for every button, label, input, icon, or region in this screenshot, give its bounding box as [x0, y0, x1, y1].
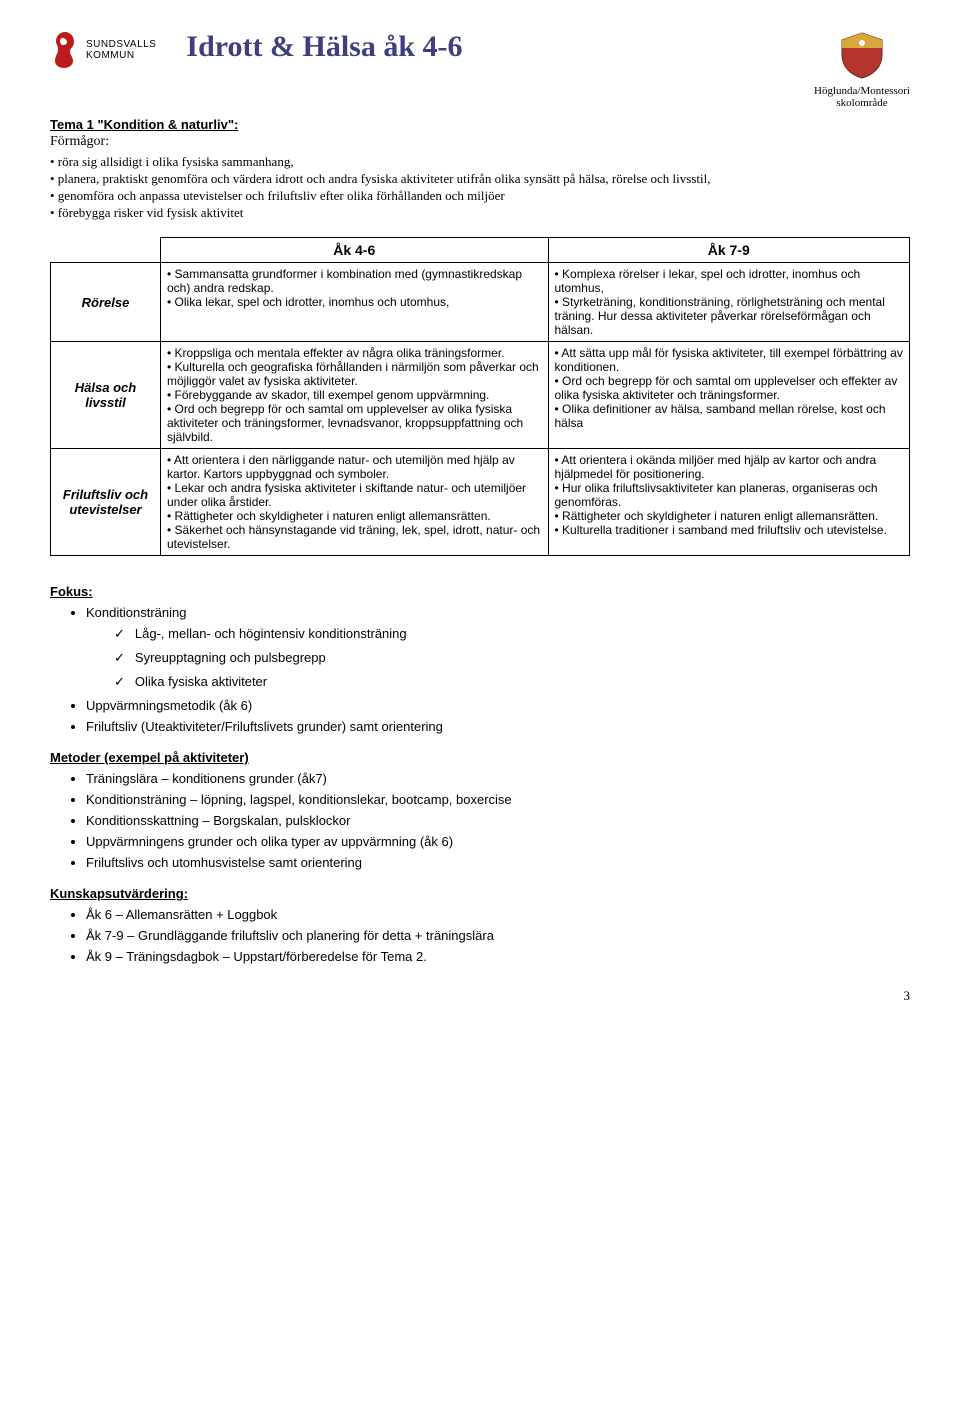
curriculum-table: Åk 4-6 Åk 7-9 Rörelse • Sammansatta grun…	[50, 237, 910, 556]
formagor-label: Förmågor:	[50, 134, 910, 150]
list-item: Åk 6 – Allemansrätten + Loggbok	[86, 907, 910, 922]
page-number: 3	[50, 988, 910, 1004]
right-logo: Höglunda/Montessori skolområde	[814, 30, 910, 109]
cell: • Sammansatta grundformer i kombination …	[161, 263, 549, 342]
list-item: Åk 9 – Träningsdagbok – Uppstart/förbere…	[86, 949, 910, 964]
fokus-sublist: Låg-, mellan- och högintensiv konditions…	[114, 626, 910, 690]
shield-icon	[837, 30, 887, 80]
row-head: Rörelse	[51, 263, 161, 342]
table-row: Hälsa och livsstil • Kroppsliga och ment…	[51, 342, 910, 449]
check-item: Syreupptagning och pulsbegrepp	[114, 650, 910, 666]
cell: • Komplexa rörelser i lekar, spel och id…	[548, 263, 910, 342]
col-head-1: Åk 4-6	[161, 238, 549, 263]
row-head: Hälsa och livsstil	[51, 342, 161, 449]
right-logo-line1: Höglunda/Montessori	[814, 85, 910, 97]
cell: • Att orientera i okända miljöer med hjä…	[548, 449, 910, 556]
cell: • Att sätta upp mål för fysiska aktivite…	[548, 342, 910, 449]
check-item: Olika fysiska aktiviteter	[114, 674, 910, 690]
fokus-title: Fokus:	[50, 584, 910, 599]
kommun-line2: KOMMUN	[86, 50, 156, 61]
page-title: Idrott & Hälsa åk 4-6	[156, 30, 814, 64]
row-head: Friluftsliv och utevistelser	[51, 449, 161, 556]
metoder-list: Träningslära – konditionens grunder (åk7…	[86, 771, 910, 870]
cell: • Kroppsliga och mentala effekter av någ…	[161, 342, 549, 449]
left-logo: SUNDSVALLS KOMMUN	[50, 30, 156, 70]
table-corner	[51, 238, 161, 263]
formagor-item: • planera, praktiskt genomföra och värde…	[50, 171, 910, 187]
table-row: Rörelse • Sammansatta grundformer i komb…	[51, 263, 910, 342]
kunskap-title: Kunskapsutvärdering:	[50, 886, 910, 901]
check-item: Låg-, mellan- och högintensiv konditions…	[114, 626, 910, 642]
dragon-icon	[50, 30, 80, 70]
page-header: SUNDSVALLS KOMMUN Idrott & Hälsa åk 4-6 …	[50, 30, 910, 109]
list-item: Uppvärmningsmetodik (åk 6)	[86, 698, 910, 713]
list-item-label: Konditionsträning	[86, 605, 186, 620]
right-logo-line2: skolområde	[814, 97, 910, 109]
fokus-list: Konditionsträning Låg-, mellan- och högi…	[86, 605, 910, 734]
kommun-line1: SUNDSVALLS	[86, 39, 156, 50]
list-item: Uppvärmningens grunder och olika typer a…	[86, 834, 910, 849]
table-row: Friluftsliv och utevistelser • Att orien…	[51, 449, 910, 556]
col-head-2: Åk 7-9	[548, 238, 910, 263]
formagor-item: • röra sig allsidigt i olika fysiska sam…	[50, 154, 910, 170]
list-item: Friluftsliv (Uteaktiviteter/Friluftslive…	[86, 719, 910, 734]
formagor-item: • genomföra och anpassa utevistelser och…	[50, 188, 910, 204]
formagor-item: • förebygga risker vid fysisk aktivitet	[50, 205, 910, 221]
list-item: Träningslära – konditionens grunder (åk7…	[86, 771, 910, 786]
tema-title: Tema 1 "Kondition & naturliv":	[50, 117, 910, 132]
metoder-title: Metoder (exempel på aktiviteter)	[50, 750, 910, 765]
list-item: Konditionsträning – löpning, lagspel, ko…	[86, 792, 910, 807]
list-item: Konditionsträning Låg-, mellan- och högi…	[86, 605, 910, 690]
kunskap-list: Åk 6 – Allemansrätten + Loggbok Åk 7-9 –…	[86, 907, 910, 964]
formagor-list: • röra sig allsidigt i olika fysiska sam…	[50, 154, 910, 221]
list-item: Åk 7-9 – Grundläggande friluftsliv och p…	[86, 928, 910, 943]
cell: • Att orientera i den närliggande natur-…	[161, 449, 549, 556]
list-item: Friluftslivs och utomhusvistelse samt or…	[86, 855, 910, 870]
list-item: Konditionsskattning – Borgskalan, pulskl…	[86, 813, 910, 828]
